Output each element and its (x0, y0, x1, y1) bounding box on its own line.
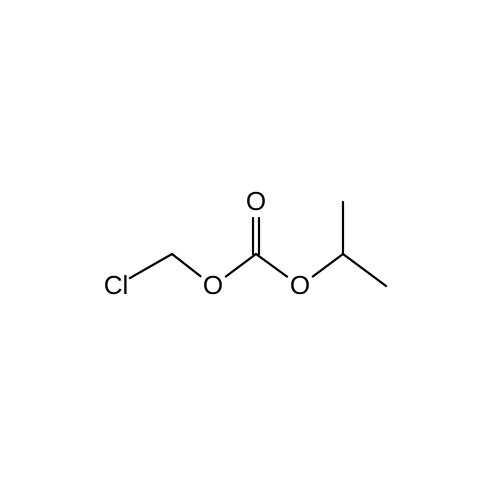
bond-line (130, 254, 172, 278)
bond-line (313, 254, 343, 276)
atom-label-o: O (290, 270, 310, 300)
atom-label-o: O (203, 270, 223, 300)
atom-label-o: O (246, 186, 266, 216)
molecule-canvas: Cl O O O (0, 0, 500, 500)
bond-line (343, 254, 386, 286)
atom-label-cl: Cl (104, 270, 129, 300)
bond-line (172, 254, 200, 276)
bond-line (256, 254, 287, 277)
bond-line (226, 254, 256, 276)
